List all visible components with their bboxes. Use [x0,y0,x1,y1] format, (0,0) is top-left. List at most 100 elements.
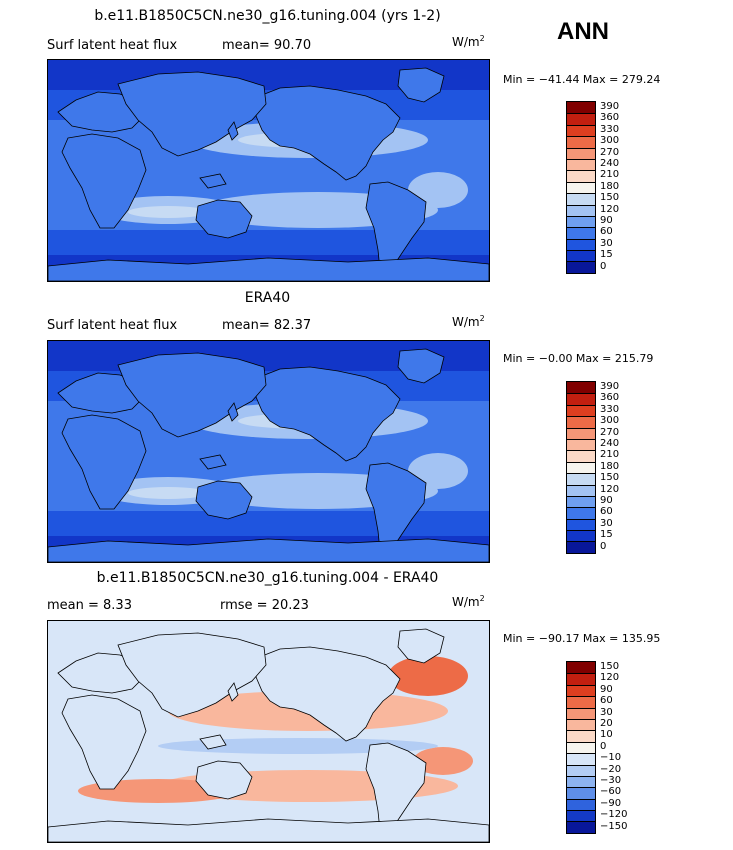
colorbar-tick-label: 180 [600,180,620,192]
colorbar-box [567,438,595,451]
land-outline-0 [255,646,401,742]
colorbar-tick-label: 120 [600,203,620,215]
map-panel [47,340,490,563]
colorbar-tick-label: −90 [600,797,622,809]
colorbar-tick-label: 20 [600,718,613,729]
land-outline-9 [199,173,227,189]
colorbar-box [567,181,595,194]
season-label: ANN [557,18,609,45]
land-outline-1 [397,348,445,384]
colorbar-tick-label: 0 [600,740,607,752]
panel-stat-text: mean= 90.70 [222,38,312,53]
land-outline-7 [48,257,489,281]
panel-title: b.e11.B1850C5CN.ne30_g16.tuning.004 - ER… [96,570,439,586]
colorbar-tick-label: 150 [600,472,620,484]
colorbar-tick-label: 60 [600,226,613,238]
min-max-label: Min = −41.44 Max = 279.24 [503,73,661,86]
atlantic-anomaly [413,747,473,775]
land-outline-0 [255,85,401,181]
colorbar-box [567,382,595,394]
colorbar-box [567,810,595,822]
min-max-label: Min = −90.17 Max = 135.95 [503,632,661,645]
equatorial-negative [158,738,438,754]
colorbar-box [567,473,595,485]
land-outline-5 [117,352,267,438]
land-outline-4 [61,414,147,510]
gulf-stream-anomaly [388,656,468,696]
colorbar-box [567,495,595,508]
land-outline-8 [227,682,239,702]
panel-title: ERA40 [244,290,291,306]
colorbar-tick-label: −60 [600,786,622,798]
colorbar-tick-label: 300 [600,415,620,427]
colorbar-box [567,113,595,125]
colorbar-box [567,707,595,719]
colorbar-box [567,730,595,742]
colorbar-tick-label: 240 [600,158,620,169]
land-outline-6 [195,480,253,520]
colorbar-tick-label: 120 [600,672,620,684]
colorbar-box [567,518,595,531]
colorbar-tick-label: 240 [600,438,620,449]
land-outline-2 [365,181,427,275]
colorbar-tick-label: 0 [600,540,607,552]
land-outline-9 [199,734,227,750]
units-exponent: 2 [479,34,485,43]
land-outline-9 [199,454,227,470]
colorbar-box [567,204,595,216]
colorbar-box [567,775,595,788]
land-outline-6 [195,199,253,239]
colorbar-tick-label: 390 [600,101,620,112]
units-base: W/m [452,315,480,329]
colorbar-tick-label: 30 [600,706,613,718]
land-outline-0 [255,366,401,462]
panel-units: W/m2 [452,594,485,609]
colorbar-box [567,662,595,674]
land-outline-1 [397,628,445,664]
colorbar-tick-label: −120 [600,809,628,821]
panel-stat-text: rmse = 20.23 [220,598,309,613]
colorbar-tick-label: 90 [600,683,613,695]
colorbar-box [567,238,595,251]
colorbar-tick-label: 150 [600,661,620,672]
colorbar-tick-label: 180 [600,460,620,472]
land-outline-7 [48,818,489,842]
land-outline-8 [227,402,239,422]
colorbar-box [567,227,595,239]
colorbar-tick-label: 60 [600,695,613,707]
colorbar-box [567,450,595,462]
atlantic-high [408,453,468,489]
land-outline-5 [117,71,267,157]
colorbar-box [567,393,595,405]
min-max-label: Min = −0.00 Max = 215.79 [503,352,654,365]
land-outline-2 [365,742,427,836]
colorbar-box [567,696,595,708]
colorbar-tick-label: 330 [600,123,620,135]
colorbar-box [567,541,595,553]
map-field [48,60,489,281]
colorbar-tick-label: 60 [600,506,613,518]
panel-units: W/m2 [452,34,485,49]
colorbar-tick-label: 360 [600,112,620,124]
land-outline-8 [227,121,239,141]
colorbar-tick-label: 300 [600,135,620,147]
colorbar-box [567,427,595,439]
colorbar-tick-label: 90 [600,495,613,506]
map-field [48,341,489,562]
colorbar-box [567,718,595,731]
colorbar-box [567,124,595,137]
colorbar [566,381,596,554]
land-outline-4 [61,133,147,229]
colorbar-tick-label: 270 [600,426,620,438]
colorbar-box [567,484,595,496]
colorbar-tick-label: 210 [600,169,620,181]
panel-stat-text: mean= 82.37 [222,318,312,333]
colorbar-box [567,261,595,273]
panel-units: W/m2 [452,314,485,329]
colorbar-tick-label: 150 [600,192,620,204]
atlantic-high [408,172,468,208]
colorbar-tick-label: 360 [600,392,620,404]
panel-title: b.e11.B1850C5CN.ne30_g16.tuning.004 (yrs… [94,8,441,24]
colorbar-box [567,416,595,428]
colorbar-box [567,170,595,182]
